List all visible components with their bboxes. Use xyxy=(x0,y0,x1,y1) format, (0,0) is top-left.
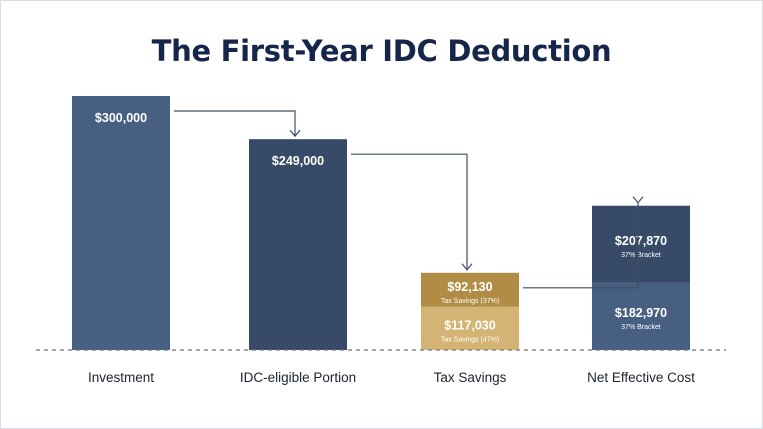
category-label-2: Tax Savings xyxy=(434,370,507,385)
connector-line-1 xyxy=(351,153,468,270)
connector-arrowhead-1 xyxy=(461,263,473,271)
bar-3-segment-1 xyxy=(592,205,690,283)
category-label-3: Net Effective Cost xyxy=(587,370,695,385)
bar-0 xyxy=(72,96,170,350)
bar-2-segment-0 xyxy=(421,306,519,350)
category-label-1: IDC-eligible Portion xyxy=(240,370,356,385)
connectors-layer xyxy=(174,110,644,289)
bar-sublabel-3-1: 37% Bracket xyxy=(621,252,661,259)
connector-arrowhead-2 xyxy=(632,196,644,204)
bar-value-label-0: $300,000 xyxy=(95,111,147,125)
connector-line-0 xyxy=(174,110,296,137)
bar-2-segment-1 xyxy=(421,272,519,307)
category-label-0: Investment xyxy=(88,370,154,385)
category-labels: Investment IDC-eligible Portion Tax Saving… xyxy=(88,370,695,385)
bar-value-label-3-1: $207,870 xyxy=(615,234,667,248)
bar-value-label-2-1: $92,130 xyxy=(447,280,492,294)
bar-value-label-3-0: $182,970 xyxy=(615,306,667,320)
chart-title: The First-Year IDC Deduction xyxy=(151,34,612,68)
bar-sublabel-3-0: 37% Bracket xyxy=(621,324,661,331)
bars-layer: $300,000 $249,000 $117,030 Tax Savings (47%… xyxy=(72,96,690,350)
bar-sublabel-2-1: Tax Savings (37%) xyxy=(441,298,499,305)
bar-sublabel-2-0: Tax Savings (47%) xyxy=(441,336,499,343)
bar-value-label-1: $249,000 xyxy=(272,154,324,168)
connector-arrowhead-0 xyxy=(289,129,301,138)
connector-line-2 xyxy=(523,202,639,289)
bar-value-label-2-0: $117,030 xyxy=(444,318,495,332)
bar-1 xyxy=(249,139,347,350)
bar-3-segment-0 xyxy=(592,282,690,350)
